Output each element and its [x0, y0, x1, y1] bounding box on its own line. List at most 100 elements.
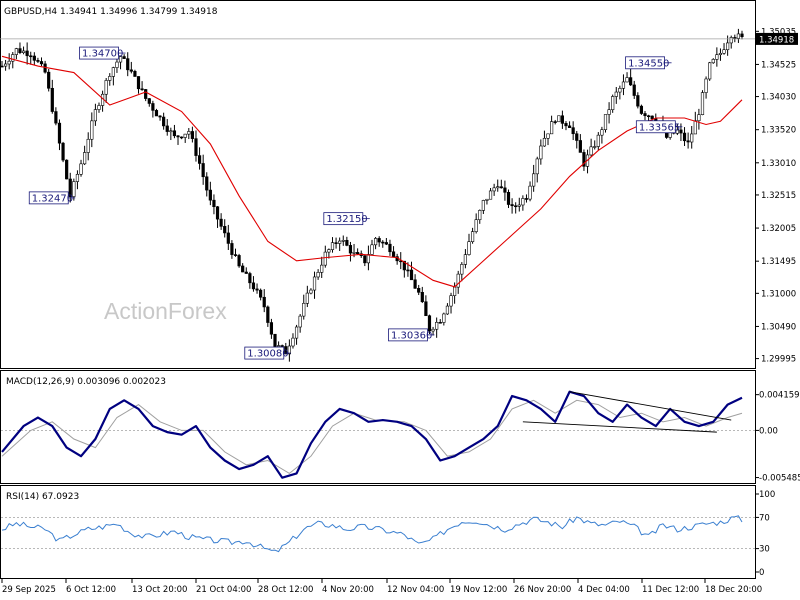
- candle: [377, 236, 381, 247]
- candle: [363, 255, 367, 267]
- x-tick-label: 4 Dec 04:00: [578, 585, 630, 595]
- candle-body: [14, 48, 18, 55]
- candle: [409, 261, 414, 281]
- candle-body: [600, 129, 604, 136]
- candle: [32, 52, 36, 66]
- candle: [675, 123, 679, 136]
- candle: [108, 73, 112, 86]
- candle-body: [61, 142, 65, 161]
- candle: [722, 43, 726, 55]
- candle: [190, 126, 194, 143]
- candle-body: [147, 98, 151, 104]
- candle: [266, 305, 270, 327]
- candle-body: [384, 242, 388, 245]
- candle: [463, 249, 467, 269]
- watermark: ActionForex: [104, 298, 227, 324]
- candle-body: [277, 345, 281, 347]
- candle: [553, 119, 557, 125]
- price-annotation: 1.34550: [625, 56, 672, 69]
- rsi-tick-label: 30: [759, 545, 770, 555]
- candle-body: [334, 242, 338, 244]
- candle: [632, 80, 636, 99]
- candle: [571, 121, 575, 141]
- candle-body: [287, 345, 291, 355]
- candle: [618, 85, 622, 100]
- candle-body: [151, 103, 155, 111]
- candle-body: [733, 37, 737, 39]
- candle: [381, 240, 385, 248]
- candle-body: [11, 54, 15, 62]
- candle: [384, 237, 388, 246]
- candle: [542, 130, 547, 147]
- candle-body: [711, 59, 715, 64]
- candle: [506, 189, 511, 209]
- candle-body: [3, 63, 8, 67]
- candle: [54, 107, 58, 126]
- candle-body: [539, 145, 543, 160]
- candle-body: [201, 163, 205, 178]
- candle-body: [233, 254, 238, 256]
- candle-body: [352, 252, 356, 254]
- candle: [729, 35, 733, 49]
- candle-body: [420, 292, 424, 303]
- candle: [575, 130, 579, 149]
- candle-body: [388, 243, 392, 253]
- candle: [564, 121, 568, 131]
- candle: [241, 263, 245, 273]
- x-tick-label: 21 Oct 04:00: [196, 585, 251, 595]
- candle-body: [356, 252, 360, 254]
- candle-body: [550, 121, 554, 135]
- annotation-label: 1.30360: [391, 330, 432, 341]
- candle-body: [187, 131, 191, 135]
- price-tick-label: 1.33520: [761, 126, 796, 136]
- candle-body: [532, 173, 536, 187]
- candle: [194, 130, 198, 162]
- candle-body: [47, 71, 51, 89]
- price-annotation: 1.32470: [28, 191, 76, 205]
- candle: [704, 76, 708, 99]
- candle: [86, 132, 90, 161]
- candle: [611, 94, 615, 113]
- candle-body: [445, 305, 450, 315]
- annotation-box: [28, 191, 69, 205]
- candle-body: [675, 129, 679, 134]
- candle-body: [327, 249, 331, 253]
- candle: [29, 51, 33, 65]
- candle: [402, 260, 406, 278]
- candle-body: [499, 186, 503, 189]
- rsi-panel: [0, 485, 756, 579]
- candle-body: [647, 115, 651, 118]
- annotation-box: [635, 120, 676, 134]
- candle-body: [57, 122, 62, 144]
- candle: [201, 154, 205, 185]
- candle: [593, 140, 597, 150]
- current-price-text: 1.34918: [759, 35, 794, 45]
- candle-body: [632, 84, 636, 96]
- candle: [435, 317, 439, 338]
- candle-body: [251, 282, 256, 290]
- candle-body: [370, 244, 374, 255]
- x-tick-label: 11 Dec 12:00: [642, 585, 699, 595]
- annotation-label: 1.32150: [326, 214, 367, 225]
- candle-body: [564, 123, 568, 127]
- candle-body: [629, 77, 633, 86]
- candle: [291, 333, 295, 349]
- candle-body: [32, 55, 36, 61]
- macd-main-line: [1, 390, 743, 479]
- candle: [535, 156, 539, 183]
- candle-body: [686, 140, 690, 143]
- annotation-label: 1.34550: [628, 58, 669, 69]
- candle-body: [269, 322, 274, 335]
- macd-trendline: [569, 391, 732, 421]
- candle-body: [715, 54, 719, 60]
- candle: [226, 224, 230, 250]
- candle-body: [18, 48, 22, 53]
- candle-body: [129, 69, 133, 72]
- candle-body: [506, 191, 511, 205]
- x-tick-label: 12 Nov 04:00: [387, 585, 444, 595]
- annotation-box: [244, 346, 285, 360]
- candle-body: [93, 109, 97, 122]
- candle-body: [514, 205, 518, 208]
- candle: [736, 28, 741, 43]
- candle-body: [298, 315, 302, 328]
